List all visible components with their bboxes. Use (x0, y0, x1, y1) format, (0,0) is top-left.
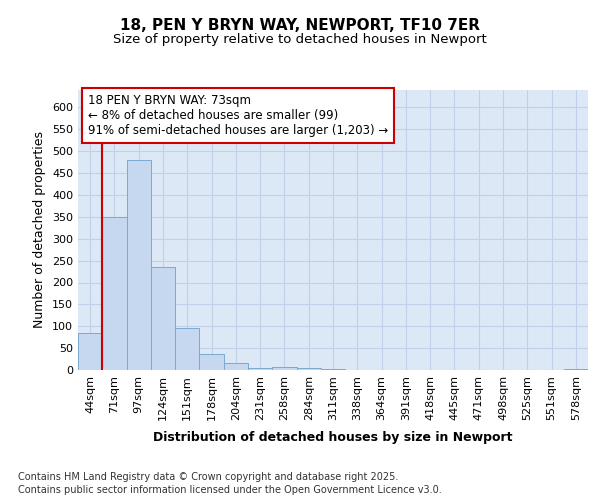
Bar (151, 266, 175, 370)
Y-axis label: Number of detached properties: Number of detached properties (34, 132, 46, 328)
Bar (248, 368, 272, 370)
Text: 18 PEN Y BRYN WAY: 73sqm
← 8% of detached houses are smaller (99)
91% of semi-de: 18 PEN Y BRYN WAY: 73sqm ← 8% of detache… (88, 94, 388, 137)
Bar (272, 367, 296, 370)
Text: 18, PEN Y BRYN WAY, NEWPORT, TF10 7ER: 18, PEN Y BRYN WAY, NEWPORT, TF10 7ER (120, 18, 480, 32)
X-axis label: Distribution of detached houses by size in Newport: Distribution of detached houses by size … (153, 431, 513, 444)
Bar (564, 369, 588, 370)
Bar (175, 328, 199, 370)
Bar (296, 368, 321, 370)
Bar (199, 354, 224, 370)
Bar (127, 160, 151, 370)
Bar (224, 362, 248, 370)
Bar (78, 333, 102, 370)
Bar (321, 368, 345, 370)
Text: Contains HM Land Registry data © Crown copyright and database right 2025.
Contai: Contains HM Land Registry data © Crown c… (18, 472, 442, 495)
Text: Size of property relative to detached houses in Newport: Size of property relative to detached ho… (113, 32, 487, 46)
Bar (102, 217, 127, 370)
